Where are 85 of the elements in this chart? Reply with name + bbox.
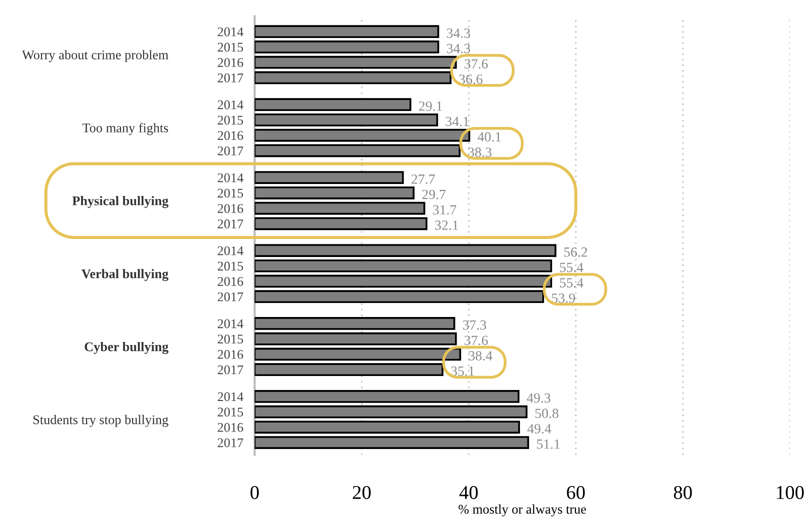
data-label: 38.4 [468,351,492,361]
data-label: 27.7 [412,174,435,184]
data-label: 37.3 [463,320,486,330]
bar [254,259,552,272]
series-label: 2014 [218,27,244,36]
data-label: 34.1 [446,116,469,126]
data-label: 49.3 [526,393,550,403]
text: 2015 [218,408,244,417]
bar [254,317,456,330]
bar [254,332,457,346]
bar [254,56,457,69]
x-tick-label: 40 [459,486,478,500]
data-label: 31.7 [433,205,456,215]
x-tick-label: 60 [566,486,585,500]
y-tick-label: Worry about crime problem [22,50,168,62]
data-label: 37.6 [464,336,488,346]
text: 2014 [218,173,244,182]
data-label: 55.4 [560,278,584,288]
series-label: 2017 [218,73,244,82]
data-label: 36.6 [459,74,482,84]
text: 2017 [218,219,244,228]
bar [254,171,404,184]
x-tick-label: 100 [777,486,804,500]
bar [254,40,440,54]
text: 2017 [218,438,244,448]
bar [254,363,444,376]
series-label: 2015 [218,42,244,52]
bar [254,290,544,304]
x-axis-title: % mostly or always true [458,504,586,516]
y-tick-label: Students try stop bullying [33,414,168,427]
bar [254,390,520,403]
text: 2015 [218,188,244,198]
bar [254,217,428,230]
x-tick-label: 80 [674,486,692,500]
text: 2015 [218,262,244,271]
bar [254,186,415,200]
data-label: 53.9 [552,294,575,303]
data-label: 29.1 [419,101,442,111]
y-tick-label: Too many fights [82,122,168,136]
text: 2017 [218,365,244,374]
data-label: 38.3 [468,148,492,157]
bar [254,25,440,38]
bar [254,244,556,257]
data-label: 34.3 [446,44,470,54]
y-tick-label: Cyber bullying [84,342,168,354]
text: 2014 [218,100,244,110]
data-label: 37.6 [464,59,488,69]
data-label: 51.1 [537,439,560,449]
data-label: 55.4 [560,262,584,272]
data-label: 32.1 [435,220,458,230]
series-label: 2016 [218,58,244,68]
bar [254,202,426,215]
text: 2015 [218,116,244,125]
text: 2016 [218,277,244,286]
data-label: 29.7 [422,190,446,200]
data-label: 40.1 [478,132,501,142]
text: 2014 [218,392,244,402]
text: 2016 [218,422,244,432]
text: 2016 [218,204,244,213]
data-label: 49.4 [527,424,552,434]
bar [254,98,412,112]
bar [254,274,552,288]
text: 2016 [218,350,244,359]
data-label: 34.3 [446,28,470,38]
y-tick-label: Physical bullying [72,196,168,208]
x-tick-label: 20 [352,486,371,500]
data-label: 50.8 [535,408,558,418]
text: 2017 [218,292,244,302]
bar [254,420,520,434]
text: 2014 [218,319,244,328]
data-label: 35.1 [451,366,474,376]
bar [254,128,470,142]
bar [254,71,452,84]
bar [254,144,461,158]
text: 2014 [218,246,244,256]
y-tick-label: Verbal bullying [82,268,168,282]
x-tick-label: 0 [250,486,259,500]
text: 2015 [218,334,244,344]
data-label: 56.2 [564,247,588,257]
text: 2016 [218,131,244,140]
bar [254,436,530,449]
bar [254,405,528,418]
bar [254,114,438,126]
bar [254,348,462,361]
text: 2017 [218,146,244,156]
